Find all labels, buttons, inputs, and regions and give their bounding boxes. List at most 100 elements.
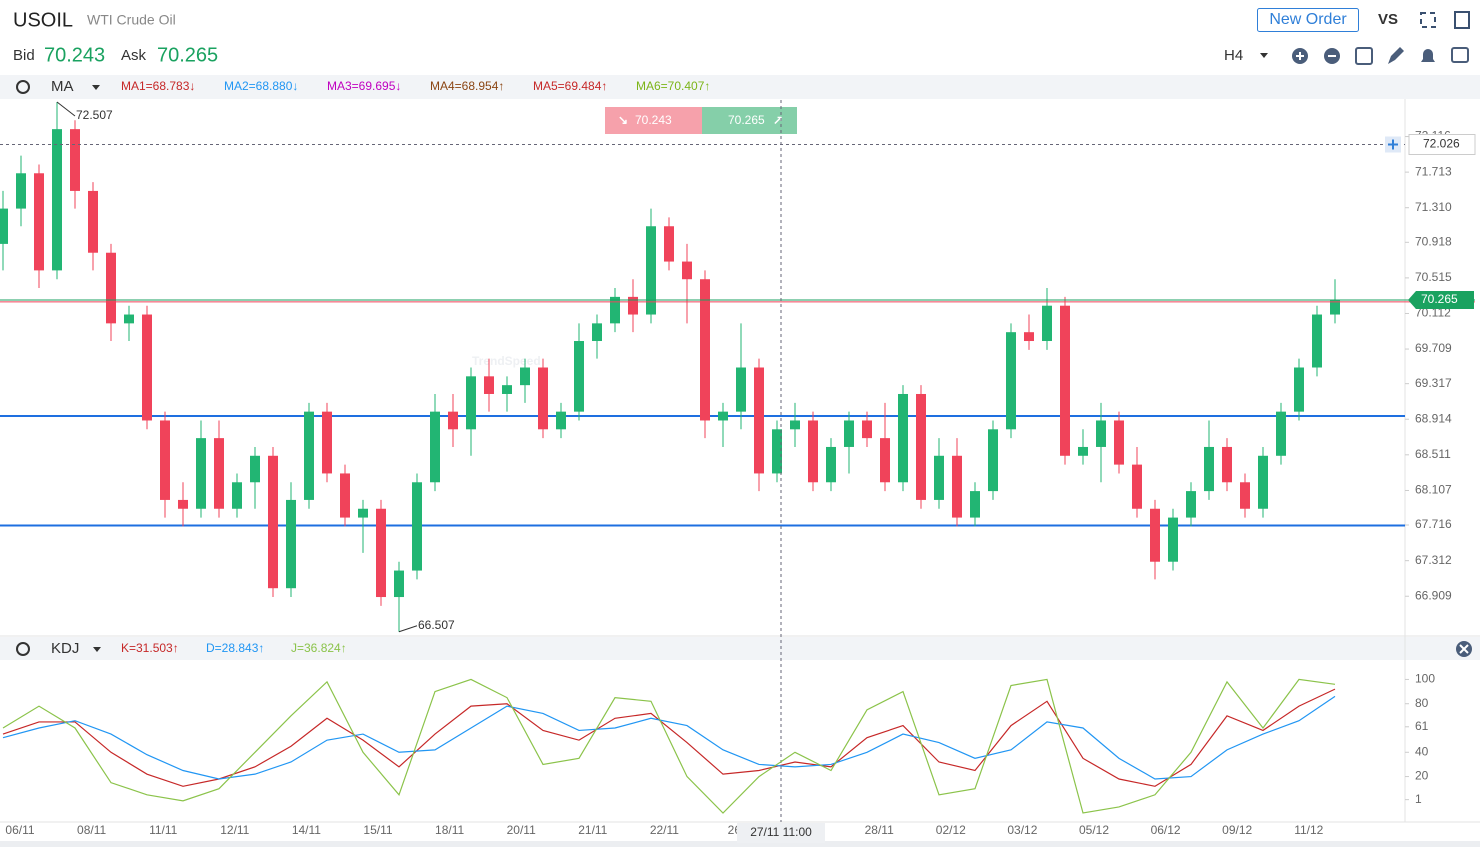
candle-body	[340, 473, 350, 518]
kdj-settings-icon[interactable]	[16, 642, 30, 656]
kdj-toolbar	[0, 637, 1480, 660]
candle-body	[1150, 508, 1160, 562]
x-tick-label: 11/11	[149, 823, 178, 837]
candle-body	[16, 173, 26, 209]
scrollbar	[0, 841, 1480, 847]
x-tick-label: 15/11	[363, 823, 392, 837]
zoom-in-glyph	[1296, 52, 1304, 60]
kdj-y-tick-label: 20	[1415, 769, 1429, 783]
x-tick-label: 03/12	[1007, 823, 1037, 837]
candle-body	[970, 491, 980, 518]
candle-body	[1330, 299, 1340, 315]
y-tick-label: 69.317	[1415, 376, 1452, 390]
y-tick-label: 67.312	[1415, 553, 1452, 567]
candle-body	[70, 129, 80, 191]
vs-button[interactable]: VS	[1378, 11, 1398, 28]
indicator-icon[interactable]	[1451, 47, 1469, 63]
candle-body	[250, 455, 260, 483]
kdj-y-tick-label: 80	[1415, 696, 1429, 710]
kdj-y-tick-label: 100	[1415, 672, 1435, 686]
candle-body	[376, 508, 386, 598]
y-tick-label: 68.107	[1415, 483, 1452, 497]
candle-body	[1114, 420, 1124, 465]
kdj-legend: K=31.503↑	[121, 641, 179, 655]
candle-body	[1024, 332, 1034, 342]
crosshair-x-tag	[737, 823, 825, 843]
layout-icon[interactable]	[1355, 47, 1373, 65]
candle-body	[322, 411, 332, 474]
draw-icon[interactable]	[1388, 47, 1404, 64]
candle-body	[772, 429, 782, 474]
candle-body	[610, 296, 620, 324]
y-tick-label: 71.713	[1415, 164, 1452, 178]
x-tick-label: 18/11	[435, 823, 464, 837]
x-tick-label: 06/11	[5, 823, 34, 837]
x-tick-label: 11/12	[1294, 823, 1323, 837]
candle-body	[1186, 491, 1196, 518]
high-leader	[56, 101, 76, 117]
y-tick-label: 71.310	[1415, 200, 1452, 214]
candle-body	[0, 208, 8, 244]
candle-body	[1006, 332, 1016, 430]
candle-body	[1060, 305, 1070, 456]
ma-caret[interactable]	[92, 85, 100, 90]
candle-body	[736, 367, 746, 412]
crosshair-x-label: 27/11 11:00	[750, 825, 812, 839]
candle-body	[646, 226, 656, 315]
candle-body	[268, 455, 278, 589]
kdj-line	[2, 678, 1336, 814]
timeframe-caret[interactable]	[1260, 53, 1268, 58]
candle-body	[1042, 305, 1052, 342]
ma-indicator[interactable]: MA	[51, 78, 74, 95]
timeframe[interactable]: H4	[1224, 47, 1243, 64]
ma-settings-icon[interactable]	[16, 80, 30, 94]
buy-price: 70.265	[728, 113, 765, 127]
candle-body	[448, 411, 458, 430]
sell-price: 70.243	[635, 113, 672, 127]
y-tick-label: 70.112	[1415, 306, 1451, 320]
sell-arrow: ↘	[618, 113, 628, 127]
candle-body	[142, 314, 152, 421]
candle-body	[790, 420, 800, 430]
candle-body	[196, 438, 206, 509]
bid-label: Bid	[13, 47, 35, 64]
low-label: 66.507	[418, 618, 455, 632]
y-tick-label: 68.914	[1415, 411, 1452, 425]
x-tick-label: 28/11	[865, 823, 894, 837]
candle-body	[754, 367, 764, 474]
close-kdj-glyph	[1459, 644, 1469, 654]
candle-body	[214, 438, 224, 509]
y-tick-label: 67.716	[1415, 517, 1452, 531]
y-tick-label: 70.918	[1415, 234, 1452, 248]
candle-body	[178, 499, 188, 509]
candle-body	[682, 261, 692, 280]
candle-body	[952, 455, 962, 518]
fullscreen-icon[interactable]	[1420, 12, 1436, 28]
new-order-button[interactable]	[1257, 8, 1359, 32]
candle-body	[466, 376, 476, 430]
candle-body	[430, 411, 440, 483]
new-order-label[interactable]: New Order	[1269, 11, 1347, 28]
toolbar	[0, 75, 1480, 99]
ask-label: Ask	[121, 47, 147, 64]
alert-icon[interactable]	[1421, 49, 1435, 62]
candle-body	[232, 482, 242, 509]
candle-body	[880, 438, 890, 483]
candle-body	[844, 420, 854, 447]
candle-body	[520, 367, 530, 386]
kdj-caret[interactable]	[93, 647, 101, 652]
x-tick-label: 20/11	[507, 823, 536, 837]
watermark: TrendSpeed	[472, 354, 541, 368]
kdj-indicator[interactable]: KDJ	[51, 640, 79, 657]
candle-body	[1312, 314, 1322, 368]
x-tick-label: 12/11	[220, 823, 249, 837]
close-window-icon[interactable]	[1454, 11, 1470, 29]
candle-body	[826, 446, 836, 483]
high-label: 72.507	[76, 108, 113, 122]
ma-value: MA3=69.695↓	[327, 79, 401, 93]
ma-value: MA6=70.407↑	[636, 79, 710, 93]
ma-value: MA1=68.783↓	[121, 79, 195, 93]
kdj-y-tick-label: 61	[1415, 719, 1429, 733]
buy-arrow: ↗	[773, 113, 783, 127]
